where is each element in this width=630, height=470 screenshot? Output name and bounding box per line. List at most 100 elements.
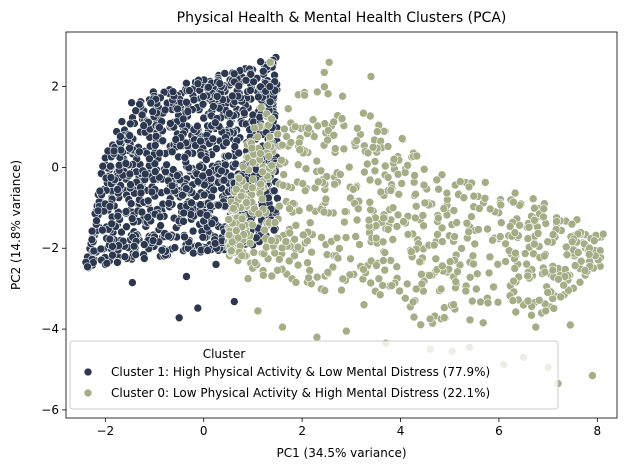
x-axis-ticks: −2 0 2 4 6 8 bbox=[97, 418, 601, 438]
cluster-1-point bbox=[155, 123, 164, 132]
cluster-0-point bbox=[480, 178, 490, 187]
cluster-1-point bbox=[230, 297, 239, 306]
cluster-0-point bbox=[418, 211, 428, 220]
cluster-0-point bbox=[496, 218, 506, 227]
cluster-0-point bbox=[341, 233, 351, 242]
legend: Cluster Cluster 1: High Physical Activit… bbox=[69, 340, 559, 410]
cluster-0-point bbox=[365, 197, 375, 207]
legend-entry-cluster-0: Cluster 0: Low Physical Activity & High … bbox=[111, 386, 490, 400]
cluster-0-point bbox=[397, 134, 407, 143]
cluster-0-point bbox=[330, 144, 340, 153]
cluster-0-point bbox=[247, 143, 257, 153]
cluster-0-point bbox=[328, 262, 338, 272]
cluster-1-point bbox=[225, 119, 235, 128]
x-tick-label: −2 bbox=[97, 424, 115, 438]
cluster-1-point bbox=[125, 169, 135, 179]
cluster-0-point bbox=[476, 297, 485, 307]
cluster-1-point bbox=[230, 142, 240, 151]
cluster-0-point bbox=[383, 225, 393, 234]
cluster-0-point bbox=[290, 122, 300, 132]
cluster-0-point bbox=[393, 210, 403, 220]
cluster-0-point bbox=[552, 217, 561, 226]
cluster-0-point bbox=[339, 144, 349, 154]
cluster-1-point bbox=[187, 198, 196, 208]
cluster-1-point bbox=[214, 200, 223, 210]
cluster-1-point bbox=[125, 131, 134, 140]
cluster-0-point bbox=[337, 114, 347, 123]
cluster-1-point bbox=[246, 70, 255, 79]
legend-marker-cluster-1 bbox=[83, 367, 93, 377]
cluster-0-point bbox=[256, 149, 265, 158]
cluster-0-point bbox=[411, 202, 421, 211]
cluster-0-point bbox=[509, 276, 518, 286]
cluster-0-point bbox=[308, 115, 318, 124]
cluster-1-point bbox=[151, 131, 161, 141]
cluster-1-point bbox=[168, 165, 178, 174]
cluster-1-point bbox=[180, 232, 189, 242]
cluster-0-point bbox=[549, 304, 559, 313]
cluster-0-point bbox=[548, 265, 558, 275]
cluster-1-point bbox=[179, 208, 188, 218]
cluster-0-point bbox=[370, 157, 380, 166]
cluster-1-point bbox=[126, 199, 136, 208]
cluster-0-point bbox=[291, 278, 301, 287]
cluster-1-point bbox=[150, 167, 160, 176]
cluster-0-point bbox=[530, 216, 539, 225]
cluster-0-point bbox=[386, 186, 396, 195]
cluster-0-point bbox=[541, 306, 551, 316]
cluster-0-point bbox=[346, 254, 355, 264]
cluster-1-point bbox=[246, 86, 255, 95]
cluster-0-point bbox=[291, 221, 301, 230]
cluster-1-point bbox=[254, 92, 263, 102]
cluster-0-point bbox=[509, 197, 518, 207]
cluster-0-point bbox=[372, 261, 381, 270]
cluster-1-point bbox=[108, 250, 117, 260]
cluster-1-point bbox=[156, 221, 165, 230]
cluster-1-point bbox=[195, 162, 204, 171]
cluster-0-point bbox=[224, 215, 233, 224]
cluster-0-point bbox=[474, 204, 484, 213]
cluster-0-point bbox=[359, 108, 368, 118]
cluster-1-point bbox=[189, 248, 198, 258]
cluster-1-point bbox=[164, 231, 173, 241]
cluster-0-point bbox=[429, 240, 439, 250]
cluster-1-point bbox=[155, 148, 165, 158]
legend-title: Cluster bbox=[203, 347, 246, 361]
cluster-1-point bbox=[269, 225, 279, 235]
cluster-0-point bbox=[395, 286, 404, 296]
y-tick-label: −4 bbox=[41, 322, 59, 336]
cluster-0-point bbox=[589, 236, 599, 245]
cluster-1-point bbox=[147, 187, 157, 197]
cluster-0-point bbox=[470, 239, 480, 249]
cluster-0-point bbox=[290, 251, 299, 261]
cluster-0-point bbox=[242, 198, 251, 207]
cluster-0-point bbox=[319, 68, 329, 77]
cluster-0-point bbox=[539, 212, 548, 222]
cluster-0-point bbox=[378, 237, 388, 247]
cluster-1-point bbox=[204, 83, 213, 92]
cluster-0-point bbox=[313, 121, 323, 131]
cluster-0-point bbox=[449, 300, 458, 309]
cluster-1-point bbox=[137, 110, 147, 120]
cluster-0-point bbox=[434, 184, 443, 194]
cluster-1-point bbox=[83, 262, 92, 272]
cluster-1-point bbox=[211, 118, 220, 127]
cluster-1-point bbox=[178, 114, 188, 124]
cluster-0-point bbox=[258, 167, 267, 177]
cluster-1-point bbox=[150, 141, 160, 150]
cluster-0-point bbox=[567, 219, 577, 229]
cluster-0-point bbox=[305, 266, 315, 275]
cluster-1-point bbox=[93, 206, 103, 216]
cluster-0-point bbox=[277, 156, 286, 165]
cluster-1-point bbox=[139, 121, 148, 130]
cluster-1-point bbox=[105, 234, 115, 244]
cluster-1-point bbox=[135, 147, 144, 157]
cluster-0-point bbox=[285, 204, 294, 213]
cluster-0-point bbox=[305, 218, 315, 227]
cluster-0-point bbox=[302, 236, 312, 246]
cluster-1-point bbox=[137, 207, 147, 217]
cluster-0-point bbox=[376, 187, 386, 197]
cluster-0-point bbox=[286, 138, 296, 147]
cluster-0-point bbox=[511, 248, 520, 258]
